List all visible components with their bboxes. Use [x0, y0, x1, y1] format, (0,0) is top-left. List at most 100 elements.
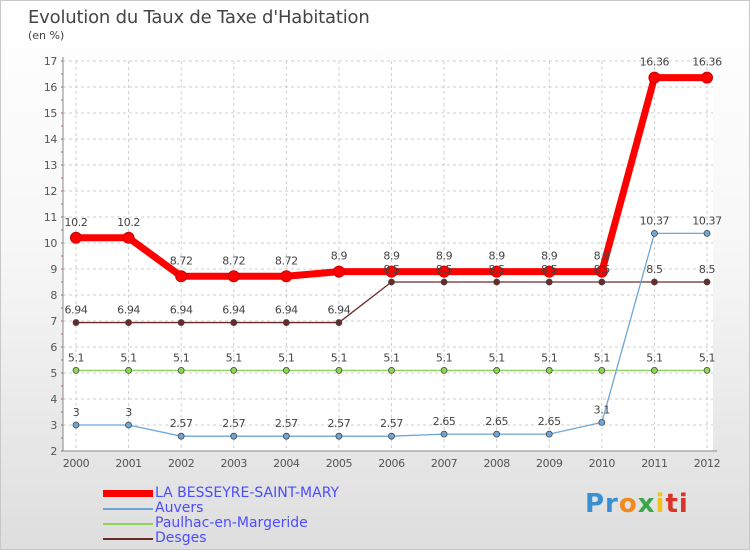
data-point: [388, 432, 395, 440]
data-label: 5.1: [120, 351, 136, 364]
data-point: [335, 319, 343, 326]
chart-title: Evolution du Taux de Taxe d'Habitation: [28, 7, 370, 28]
chart-subtitle: (en %): [28, 29, 65, 42]
data-label: 8.9: [541, 250, 558, 263]
y-tick-label: 12: [44, 185, 57, 198]
data-label: 8.9: [436, 250, 453, 263]
data-label: 8.72: [170, 254, 193, 267]
data-label: 2.65: [433, 415, 456, 428]
data-point: [125, 421, 132, 429]
y-tick-label: 9: [50, 263, 57, 276]
legend-swatch: [103, 531, 153, 546]
data-label: 5.1: [489, 351, 505, 364]
data-label: 8.5: [436, 263, 453, 276]
data-label: 5.1: [646, 351, 662, 364]
data-label: 5.1: [383, 351, 399, 364]
data-point: [545, 430, 553, 438]
y-tick-label: 16: [44, 81, 58, 94]
data-label: 5.1: [173, 351, 189, 364]
x-tick-label: 2010: [589, 457, 616, 470]
data-label: 6.94: [275, 304, 298, 317]
y-tick-label: 11: [44, 211, 57, 224]
data-point: [493, 366, 501, 374]
legend-swatch: [103, 486, 153, 501]
data-point: [388, 366, 395, 374]
data-label: 2.57: [380, 417, 403, 430]
data-point: [280, 270, 293, 283]
y-tick-label: 5: [50, 367, 57, 380]
y-tick-label: 2: [50, 445, 57, 458]
data-label: 8.5: [699, 263, 716, 276]
data-label: 6.94: [170, 304, 193, 317]
data-point: [545, 278, 553, 286]
legend-swatch: [103, 501, 153, 516]
x-tick-label: 2005: [326, 457, 353, 470]
data-label: 8.9: [383, 250, 400, 263]
data-label: 10.2: [117, 216, 140, 229]
data-point: [230, 319, 238, 326]
data-point: [598, 366, 606, 374]
data-point: [493, 430, 501, 438]
y-tick-label: 10: [44, 237, 58, 250]
x-tick-label: 2011: [641, 457, 667, 470]
data-point: [72, 366, 80, 374]
data-point: [545, 366, 553, 374]
y-tick-label: 6: [50, 341, 57, 354]
data-label: 5.1: [68, 351, 84, 364]
data-point: [598, 278, 606, 286]
data-point: [72, 319, 80, 326]
data-point: [440, 430, 448, 438]
data-point: [701, 71, 713, 84]
data-point: [703, 278, 711, 286]
data-label: 10.37: [692, 214, 722, 227]
x-tick-label: 2007: [431, 457, 458, 470]
data-label: 6.94: [327, 304, 350, 317]
data-point: [598, 418, 606, 426]
data-label: 6.94: [65, 304, 88, 317]
y-tick-label: 13: [44, 159, 58, 172]
data-point: [703, 366, 711, 374]
data-label: 6.94: [117, 304, 140, 317]
y-tick-label: 7: [50, 315, 57, 328]
data-point: [122, 231, 135, 244]
data-point: [388, 278, 395, 286]
data-label: 8.9: [331, 250, 348, 263]
data-point: [282, 366, 290, 374]
x-tick-label: 2004: [273, 457, 300, 470]
data-label: 8.9: [594, 250, 611, 263]
data-label: 8.5: [646, 263, 663, 276]
data-label: 2.57: [275, 417, 298, 430]
data-point: [648, 71, 661, 84]
x-tick-label: 2006: [378, 457, 405, 470]
x-tick-label: 2003: [221, 457, 248, 470]
data-point: [595, 265, 608, 278]
y-tick-label: 14: [44, 133, 58, 146]
y-tick-label: 17: [44, 55, 58, 68]
data-label: 5.1: [699, 351, 715, 364]
data-point: [177, 319, 185, 326]
data-point: [543, 265, 556, 278]
x-tick-label: 2009: [536, 457, 563, 470]
data-point: [282, 319, 290, 326]
data-label: 6.94: [222, 304, 245, 317]
data-label: 2.65: [538, 415, 561, 428]
data-point: [385, 265, 398, 278]
data-point: [230, 432, 238, 440]
data-point: [651, 229, 658, 237]
data-label: 8.72: [222, 254, 245, 267]
legend-label: Paulhac-en-Margeride: [155, 515, 308, 531]
data-label: 16.36: [692, 56, 722, 69]
data-label: 2.57: [327, 417, 350, 430]
data-point: [125, 319, 132, 326]
data-label: 2.57: [170, 417, 193, 430]
y-tick-label: 4: [50, 393, 57, 406]
legend-label: Auvers: [155, 500, 204, 516]
y-tick-label: 15: [44, 107, 58, 120]
x-tick-label: 2000: [63, 457, 90, 470]
data-point: [282, 432, 290, 440]
x-tick-label: 2012: [694, 457, 720, 470]
x-tick-label: 2001: [115, 457, 141, 470]
data-label: 2.65: [485, 415, 508, 428]
data-label: 10.2: [65, 216, 88, 229]
y-tick-label: 3: [50, 419, 57, 432]
